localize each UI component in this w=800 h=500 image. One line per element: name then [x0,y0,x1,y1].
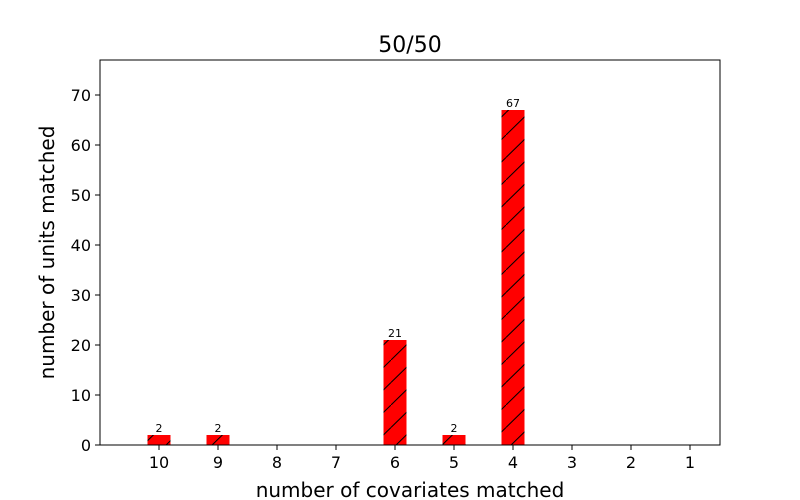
x-tick-label: 6 [390,453,400,472]
bar-hatch [501,110,525,445]
y-tick-label: 0 [81,436,91,455]
bar-data-label: 21 [388,327,402,340]
bar-hatch [442,435,466,445]
x-tick-label: 5 [449,453,459,472]
x-tick-label: 9 [213,453,223,472]
x-tick-label: 7 [331,453,341,472]
plot-frame [99,59,721,446]
bar-data-label: 2 [156,422,163,435]
y-tick-label: 10 [71,386,91,405]
x-tick-label: 3 [567,453,577,472]
y-axis-label: number of units matched [35,126,59,380]
y-tick-label: 60 [71,136,91,155]
bar-hatch [147,435,171,445]
bar-hatch [206,435,230,445]
bar-data-label: 2 [215,422,222,435]
bar-data-label: 2 [451,422,458,435]
x-tick-label: 1 [685,453,695,472]
x-tick-label: 2 [626,453,636,472]
bar-hatch [383,340,407,445]
x-tick-label: 8 [272,453,282,472]
x-axis-label: number of covariates matched [256,478,565,500]
y-tick-label: 50 [71,186,91,205]
y-tick-label: 70 [71,86,91,105]
chart-title: 50/50 [378,33,441,58]
bar-data-label: 67 [506,97,520,110]
y-tick-label: 40 [71,236,91,255]
y-tick-label: 20 [71,336,91,355]
y-tick-label: 30 [71,286,91,305]
x-tick-label: 10 [149,453,169,472]
x-tick-label: 4 [508,453,518,472]
